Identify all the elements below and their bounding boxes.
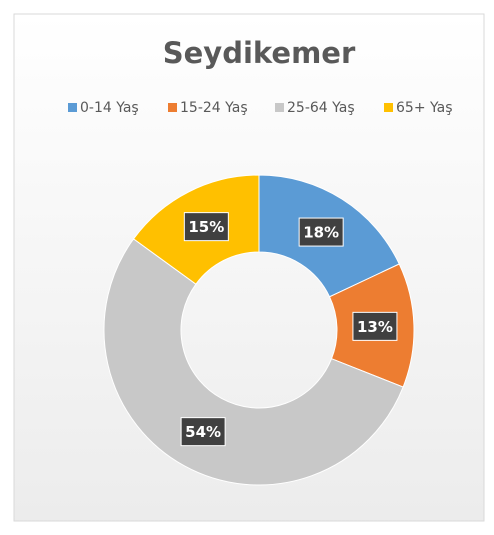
legend-swatch bbox=[68, 103, 77, 112]
legend-label: 15-24 Yaş bbox=[180, 100, 248, 116]
data-label: 13% bbox=[357, 318, 393, 336]
legend-swatch bbox=[384, 103, 393, 112]
data-label-box bbox=[183, 212, 229, 242]
legend-label: 0-14 Yaş bbox=[80, 100, 139, 116]
data-label-box bbox=[180, 417, 226, 447]
legend-swatch bbox=[168, 103, 177, 112]
donut-slice bbox=[103, 238, 404, 486]
chart-title: Seydikemer bbox=[163, 36, 356, 70]
legend-label: 25-64 Yaş bbox=[287, 100, 355, 116]
legend-swatch bbox=[275, 103, 284, 112]
data-label-box bbox=[298, 217, 344, 247]
legend-label: 65+ Yaş bbox=[396, 100, 453, 116]
data-label: 18% bbox=[303, 224, 339, 242]
data-label-box bbox=[352, 311, 398, 341]
data-label: 15% bbox=[188, 218, 224, 236]
data-label: 54% bbox=[185, 423, 221, 441]
